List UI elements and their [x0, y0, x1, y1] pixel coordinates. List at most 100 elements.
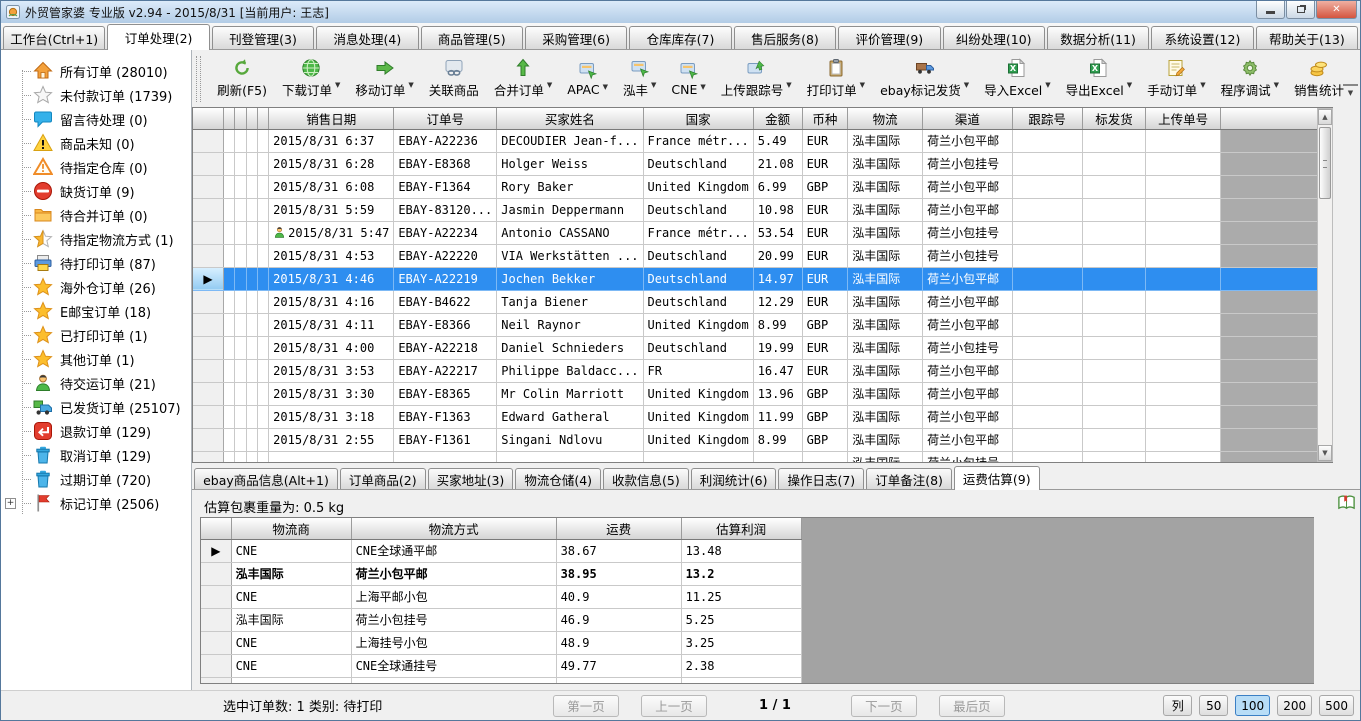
table-row[interactable]: 2015/8/31 5:59 EBAY-83120... Jasmin Depper… [193, 198, 1317, 222]
menu-tab[interactable]: 商品管理(5) [420, 26, 523, 49]
scroll-up-button[interactable]: ▲ [1317, 109, 1333, 125]
detail-tab[interactable]: 运费估算(9) [953, 466, 1040, 490]
sidebar-item[interactable]: 商品未知 (0) [1, 131, 191, 155]
sidebar-item[interactable]: 缺货订单 (9) [1, 179, 191, 203]
detail-tab[interactable]: 收款信息(5) [603, 468, 689, 489]
column-header[interactable]: 跟踪号 [1012, 108, 1083, 130]
sidebar-item[interactable]: + 标记订单 (2506) [1, 491, 191, 515]
toolbar-button[interactable]: X 导出Excel ▼ [1064, 57, 1135, 100]
freight-row[interactable]: CNE 上海挂号小包 48.9 3.25 [201, 631, 802, 655]
column-settings-button[interactable]: 列 [1163, 695, 1193, 716]
toolbar-button[interactable]: ebay标记发货 ▼ [878, 57, 971, 100]
freight-column-header[interactable]: 估算利润 [681, 518, 802, 540]
sidebar-item[interactable]: 待指定物流方式 (1) [1, 227, 191, 251]
detail-tab[interactable]: 物流仓储(4) [515, 468, 602, 489]
toolbar-button[interactable]: 销售统计 [1292, 57, 1346, 100]
table-row[interactable]: 2015/8/31 6:08 EBAY-F1364 Rory Baker United… [193, 175, 1317, 199]
first-page-button[interactable]: 第一页 [553, 694, 619, 717]
table-row[interactable]: 2015/8/31 6:37 EBAY-A22236 DECOUDIER Jean-… [193, 129, 1317, 153]
dropdown-arrow-icon[interactable]: ▼ [859, 81, 866, 89]
sidebar-item[interactable]: 已发货订单 (25107) [1, 395, 191, 419]
dropdown-arrow-icon[interactable]: ▼ [602, 83, 608, 91]
sidebar-item[interactable]: 海外仓订单 (26) [1, 275, 191, 299]
table-row[interactable]: 2015/8/31 3:18 EBAY-F1363 Edward Gatheral U… [193, 405, 1317, 429]
page-size-button[interactable]: 200 [1277, 695, 1313, 716]
dropdown-arrow-icon[interactable]: ▼ [1200, 81, 1206, 89]
dropdown-arrow-icon[interactable]: ▼ [963, 81, 970, 89]
freight-row[interactable]: CNE CNE全球通挂号 49.77 2.38 [201, 654, 802, 678]
sidebar-item[interactable]: 待指定仓库 (0) [1, 155, 191, 179]
table-row[interactable]: 2015/8/31 6:28 EBAY-E8368 Holger Weiss Deut… [193, 152, 1317, 176]
dropdown-arrow-icon[interactable]: ▼ [1273, 81, 1279, 89]
toolbar-button[interactable]: 上传跟踪号 ▼ [719, 57, 794, 100]
menu-tab[interactable]: 评价管理(9) [838, 26, 941, 49]
menu-tab[interactable]: 数据分析(11) [1046, 26, 1150, 49]
column-header[interactable]: 上传单号 [1145, 108, 1221, 130]
freight-row[interactable]: ▶ CNE CNE全球通平邮 38.67 13.48 [201, 539, 802, 563]
freight-column-header[interactable]: 运费 [556, 518, 682, 540]
menu-tab[interactable]: 帮助关于(13) [1255, 26, 1359, 49]
scrollbar-track[interactable] [1318, 201, 1332, 445]
column-header[interactable]: 标发货 [1082, 108, 1147, 130]
detail-tab[interactable]: 买家地址(3) [427, 468, 514, 489]
close-button[interactable]: ✕ [1316, 1, 1357, 19]
toolbar-button[interactable]: APAC ▼ [565, 59, 610, 98]
sidebar-item[interactable]: E邮宝订单 (18) [1, 299, 191, 323]
menu-tab[interactable]: 采购管理(6) [524, 26, 628, 49]
toolbar-button[interactable]: 合并订单 ▼ [492, 57, 554, 100]
book-icon[interactable] [1337, 493, 1356, 512]
dropdown-arrow-icon[interactable]: ▼ [786, 81, 792, 89]
detail-tab[interactable]: 操作日志(7) [778, 468, 865, 489]
last-page-button[interactable]: 最后页 [938, 694, 1005, 717]
sidebar-item[interactable]: 已打印订单 (1) [1, 323, 191, 347]
maximize-button[interactable] [1286, 1, 1315, 19]
scroll-down-button[interactable]: ▼ [1317, 445, 1333, 461]
table-row[interactable]: 泓丰国际 荷兰小包挂号 [193, 451, 1317, 462]
toolbar-button[interactable]: 打印订单 ▼ [805, 57, 867, 100]
table-row[interactable]: 2015/8/31 3:53 EBAY-A22217 Philippe Baldac… [193, 359, 1317, 383]
menu-tab[interactable]: 消息处理(4) [316, 26, 419, 49]
sidebar-item[interactable]: 其他订单 (1) [1, 347, 191, 371]
sidebar-item[interactable]: 待打印订单 (87) [1, 251, 191, 275]
table-row[interactable]: ▶ 2015/8/31 4:46 EBAY-A22219 Jochen Bekker D… [193, 267, 1317, 291]
column-header[interactable]: 渠道 [922, 108, 1013, 130]
dropdown-arrow-icon[interactable]: ▼ [335, 81, 341, 89]
table-row[interactable]: 2015/8/31 4:11 EBAY-E8366 Neil Raynor Unite… [193, 313, 1317, 337]
sidebar-item[interactable]: 取消订单 (129) [1, 443, 191, 467]
column-header[interactable]: 物流 [847, 108, 924, 130]
dropdown-arrow-icon[interactable]: ▼ [700, 83, 706, 91]
toolbar-button[interactable]: 程序调试 ▼ [1219, 57, 1281, 100]
table-row[interactable]: 2015/8/31 4:16 EBAY-B4622 Tanja Biener Deut… [193, 290, 1317, 314]
detail-tab[interactable]: 利润统计(6) [690, 468, 777, 489]
dropdown-arrow-icon[interactable]: ▼ [1045, 81, 1051, 89]
table-row[interactable]: 2015/8/31 4:53 EBAY-A22220 VIA Werkstätten… [193, 244, 1317, 268]
dropdown-arrow-icon[interactable]: ▼ [650, 81, 657, 89]
column-header[interactable]: 销售日期 [268, 108, 395, 130]
menu-tab[interactable]: 系统设置(12) [1151, 26, 1254, 49]
toolbar-button[interactable]: 手动订单 ▼ [1145, 57, 1207, 100]
column-header[interactable]: 买家姓名 [496, 108, 644, 130]
toolbar-overflow-button[interactable]: ▼ [1343, 84, 1358, 99]
menu-tab[interactable]: 订单处理(2) [107, 24, 210, 50]
table-row[interactable]: 2015/8/31 2:55 EBAY-F1361 Singani Ndlovu Un… [193, 428, 1317, 452]
toolbar-button[interactable]: 下载订单 ▼ [280, 57, 342, 100]
menu-tab[interactable]: 纠纷处理(10) [942, 26, 1045, 49]
detail-tab[interactable]: 订单商品(2) [339, 468, 426, 489]
table-row[interactable]: 2015/8/31 4:00 EBAY-A22218 Daniel Schniede… [193, 336, 1317, 360]
menu-tab[interactable]: 刊登管理(3) [211, 26, 315, 49]
freight-row[interactable]: 泓丰国际 荷兰小包挂号 46.9 5.25 [201, 608, 802, 632]
next-page-button[interactable]: 下一页 [850, 694, 917, 717]
sidebar-item[interactable]: 所有订单 (28010) [1, 59, 191, 83]
toolbar-button[interactable]: X 导入Excel ▼ [982, 57, 1053, 100]
dropdown-arrow-icon[interactable]: ▼ [1126, 81, 1133, 89]
sidebar-item[interactable]: 过期订单 (720) [1, 467, 191, 491]
vertical-scrollbar[interactable]: ▲ ▼ [1316, 108, 1334, 462]
toolbar-button[interactable]: CNE ▼ [669, 59, 707, 98]
toolbar-button[interactable]: 移动订单 ▼ [353, 57, 415, 100]
sidebar-item[interactable]: 待交运订单 (21) [1, 371, 191, 395]
menu-tab[interactable]: 工作台(Ctrl+1) [3, 26, 106, 49]
table-row[interactable]: 2015/8/31 3:30 EBAY-E8365 Mr Colin Marriot… [193, 382, 1317, 406]
freight-row[interactable]: 泓丰国际 荷兰小包平邮 38.95 13.2 [201, 562, 802, 586]
column-header[interactable]: 金额 [753, 108, 803, 130]
dropdown-arrow-icon[interactable]: ▼ [408, 81, 414, 89]
